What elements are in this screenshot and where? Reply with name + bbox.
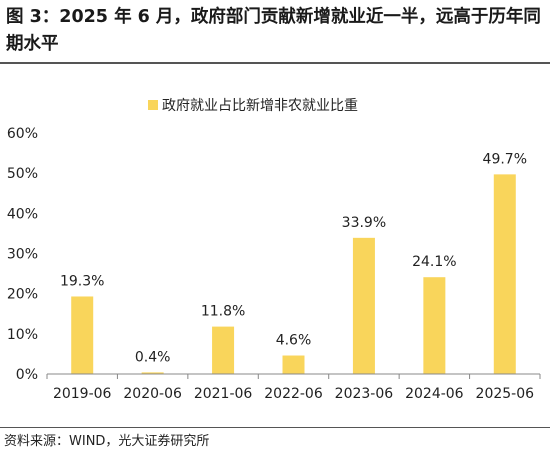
y-tick-label: 40%	[7, 206, 38, 222]
x-tick-label: 2025-06	[476, 386, 535, 402]
y-tick-label: 60%	[7, 126, 38, 142]
bar-value-label: 49.7%	[483, 151, 527, 167]
bar	[282, 355, 305, 374]
bar	[423, 277, 446, 374]
y-tick-label: 20%	[7, 287, 38, 303]
x-tick-label: 2023-06	[335, 386, 394, 402]
bar	[71, 296, 94, 374]
x-tick-label: 2020-06	[123, 386, 182, 402]
bar-value-label: 11.8%	[201, 304, 245, 320]
x-tick-label: 2021-06	[194, 386, 253, 402]
x-axis: 2019-06 2020-06 2021-06 2022-06 2023-06 2024-…	[46, 373, 541, 402]
title-divider	[0, 62, 550, 64]
bar-value-label: 19.3%	[60, 273, 104, 289]
y-axis: 0% 10% 20% 30% 40% 50% 60%	[7, 126, 38, 383]
figure-title: 图 3：2025 年 6 月，政府部门贡献新增就业近一半，远高于历年同期水平	[6, 7, 541, 54]
bar-value-label: 24.1%	[412, 254, 456, 270]
bar-value-label: 0.4%	[135, 349, 171, 365]
source-divider	[0, 427, 550, 428]
legend-label: 政府就业占比新增非农就业比重	[162, 98, 358, 114]
y-tick-label: 50%	[7, 166, 38, 182]
y-tick-label: 0%	[16, 367, 38, 383]
legend: 政府就业占比新增非农就业比重	[148, 98, 358, 114]
x-tick-label: 2024-06	[405, 386, 464, 402]
x-tick-label: 2019-06	[53, 386, 112, 402]
bar	[493, 174, 516, 374]
y-tick-label: 30%	[7, 247, 38, 263]
bar	[141, 372, 164, 374]
y-tick-label: 10%	[7, 327, 38, 343]
x-tick-label: 2022-06	[264, 386, 323, 402]
bar-value-label: 4.6%	[276, 333, 312, 349]
source-note: 资料来源：WIND，光大证券研究所	[4, 434, 210, 449]
bar	[352, 237, 375, 374]
legend-swatch	[148, 100, 158, 110]
bar-value-label: 33.9%	[342, 215, 386, 231]
bar	[212, 326, 235, 374]
bars: 19.3% 0.4% 11.8% 4.6% 33.9% 24.1% 49.7%	[60, 151, 527, 374]
